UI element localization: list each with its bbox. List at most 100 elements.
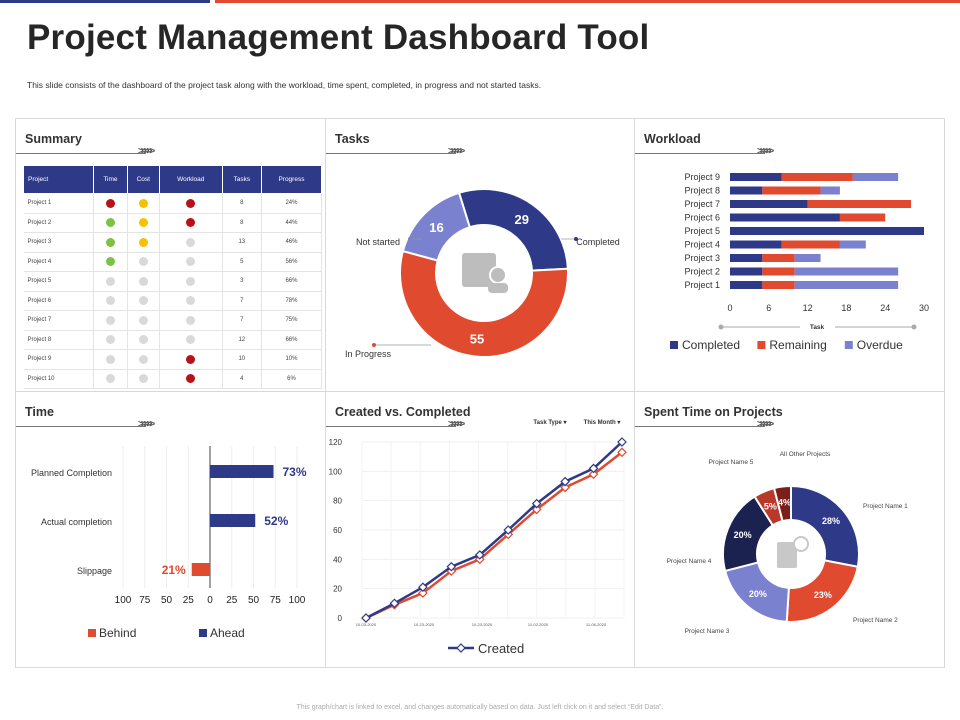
- summary-header-cost: Cost: [126, 165, 160, 194]
- summary-cell-progress: 10%: [261, 349, 323, 370]
- summary-cell-progress: 75%: [261, 310, 323, 331]
- workload-bar-remaining: [781, 173, 853, 181]
- summary-cell-tasks: 7: [222, 310, 262, 331]
- time-category-label: Slippage: [77, 566, 112, 576]
- summary-cell-workload: [159, 330, 223, 350]
- summary-cell-workload: [159, 369, 223, 389]
- workload-bar-remaining: [807, 200, 912, 208]
- summary-cell-workload: [159, 349, 223, 370]
- table-row: Project 6 7 78%: [23, 291, 323, 311]
- workload-xtick: 18: [841, 303, 851, 313]
- created-xtick: 11-02-2020: [528, 622, 549, 627]
- tasks-donut-chart: 29 55 16 Completed Not started In Progress: [345, 188, 620, 359]
- summary-cell-workload: [159, 232, 223, 253]
- status-dot-icon: [138, 296, 148, 306]
- summary-arrows-icon: >>>>>: [138, 146, 155, 157]
- top-accent-red: [215, 0, 960, 3]
- task-type-filter[interactable]: Task Type ▾: [533, 420, 567, 426]
- workload-category-label: Project 5: [684, 226, 720, 236]
- created-xtick: 10-23-2020: [472, 622, 493, 627]
- created-arrows-icon: >>>>>: [448, 419, 465, 430]
- created-ytick: 120: [329, 438, 343, 447]
- summary-cell-tasks: 7: [222, 291, 262, 311]
- workload-category-label: Project 3: [684, 253, 720, 263]
- summary-panel: Summary >>>>> Project Time Cost Workload Tas…: [15, 118, 326, 392]
- time-bar-label: 52%: [264, 514, 288, 528]
- summary-cell-time: [93, 291, 128, 311]
- workload-legend-swatch: [670, 341, 678, 349]
- spent-slice-name: Project Name 4: [667, 558, 712, 565]
- summary-cell-tasks: 3: [222, 271, 262, 292]
- time-xtick: 75: [270, 595, 282, 606]
- workload-bar-overdue: [794, 254, 821, 262]
- time-bar: [210, 465, 274, 478]
- summary-cell-project: Project 5: [23, 271, 95, 292]
- summary-cell-cost: [127, 213, 160, 233]
- footer-note: This graph/chart is linked to excel, and…: [296, 704, 664, 711]
- created-point-marker: [418, 588, 428, 598]
- table-row: Project 9 10 10%: [23, 349, 323, 370]
- created-ytick: 20: [333, 585, 342, 594]
- workload-category-label: Project 6: [684, 213, 720, 223]
- table-row: Project 1 8 24%: [23, 193, 323, 214]
- created-ytick: 80: [333, 497, 342, 506]
- created-point-marker: [617, 437, 627, 447]
- spent-title: Spent Time on Projects: [644, 405, 783, 419]
- table-row: Project 4 5 56%: [23, 252, 323, 272]
- summary-header-project: Project: [22, 165, 95, 194]
- workload-category-label: Project 1: [684, 280, 720, 290]
- page-title: Project Management Dashboard Tool: [27, 18, 650, 57]
- status-dot-icon: [105, 198, 115, 208]
- time-bar-label: 21%: [162, 563, 186, 577]
- tasks-slice: [399, 249, 569, 358]
- workload-bar-remaining: [839, 213, 886, 222]
- status-dot-icon: [186, 374, 196, 384]
- tasks-callout-dot: [574, 237, 578, 241]
- summary-cell-tasks: 5: [222, 252, 262, 272]
- summary-cell-cost: [127, 193, 160, 214]
- created-point-marker: [531, 498, 542, 509]
- this-month-filter[interactable]: This Month ▾: [584, 420, 622, 426]
- status-dot-icon: [186, 296, 196, 306]
- spent-percent-label: 20%: [734, 530, 752, 540]
- summary-cell-tasks: 8: [222, 213, 262, 233]
- status-dot-icon: [105, 354, 115, 364]
- tasks-callout-dot: [372, 343, 376, 347]
- workload-panel: Workload >>>>> Project 9 Project 8 Project…: [634, 118, 945, 392]
- status-dot-icon: [186, 237, 196, 247]
- status-dot-icon: [105, 315, 115, 325]
- summary-cell-progress: 66%: [261, 330, 323, 350]
- status-dot-icon: [138, 276, 148, 286]
- tasks-callout-label: In Progress: [345, 349, 392, 359]
- summary-cell-project: Project 8: [23, 330, 95, 350]
- spent-percent-label: 4%: [778, 497, 791, 507]
- summary-cell-progress: 78%: [261, 291, 323, 311]
- workload-bar-completed: [730, 200, 808, 208]
- user-body-icon: [488, 283, 508, 293]
- created-point-marker: [474, 550, 485, 560]
- workload-category-label: Project 7: [684, 199, 720, 209]
- workload-arrows-icon: >>>>>: [757, 146, 774, 157]
- workload-xtick: 24: [880, 303, 890, 313]
- table-row: Project 8 12 66%: [23, 330, 323, 350]
- created-point-marker: [418, 582, 428, 593]
- status-dot-icon: [186, 276, 196, 286]
- workload-bar-completed: [730, 267, 763, 276]
- workload-bar-completed: [730, 254, 763, 262]
- table-row: Project 5 3 66%: [23, 271, 323, 292]
- workload-bar-completed: [730, 186, 763, 195]
- spent-panel: Spent Time on Projects >>>>> 28% 23% 20% 20…: [634, 391, 945, 668]
- workload-legend-swatch: [757, 341, 766, 349]
- workload-xlabel: Task: [810, 324, 825, 331]
- summary-cell-cost: [127, 232, 160, 253]
- summary-cell-time: [93, 349, 128, 370]
- created-xtick: 10-23-2020: [414, 622, 435, 627]
- summary-title: Summary: [25, 132, 82, 146]
- tasks-arrows-icon: >>>>>: [448, 146, 465, 157]
- time-bar-chart: 100 75 50 25 0 25 50 75 100 Planned Completion 73%…: [31, 446, 307, 640]
- summary-cell-project: Project 4: [23, 252, 95, 272]
- workload-bar-overdue: [794, 281, 899, 289]
- report-icon: [777, 542, 797, 568]
- tasks-title: Tasks: [335, 132, 370, 146]
- status-dot-icon: [138, 257, 148, 267]
